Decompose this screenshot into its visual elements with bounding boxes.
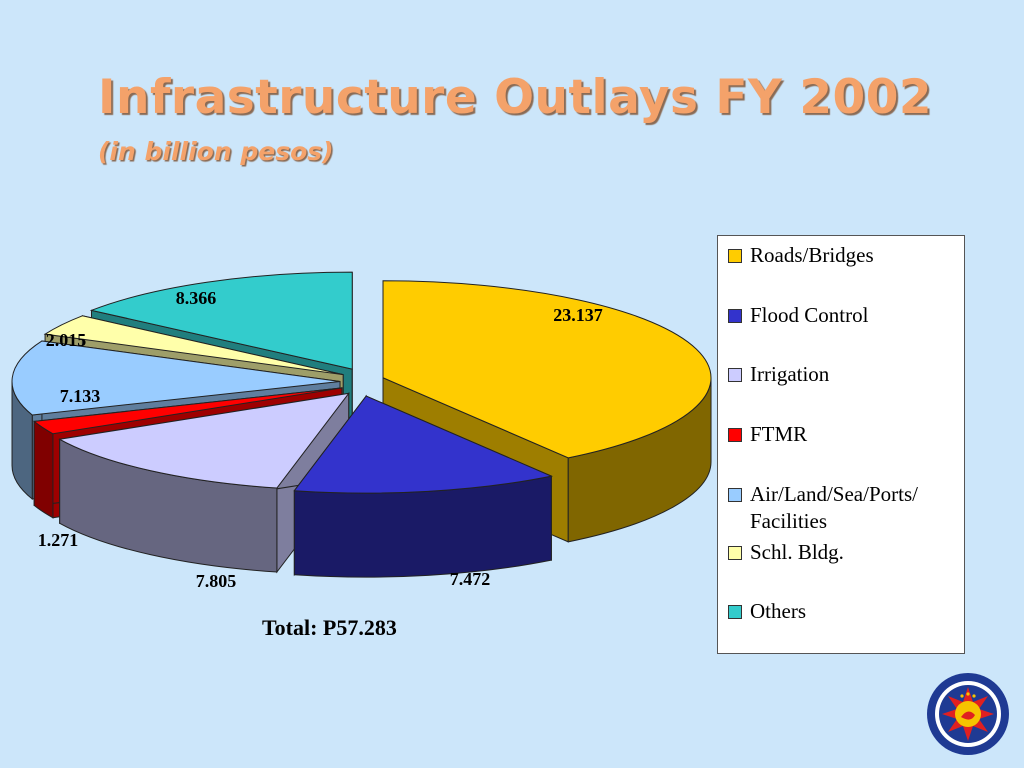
legend-label: Air/Land/Sea/Ports/	[750, 482, 918, 506]
legend-item-flood-control: Flood Control	[728, 302, 868, 329]
legend-label: Flood Control	[750, 303, 869, 327]
legend-label: Others	[750, 599, 806, 623]
legend-label: Irrigation	[750, 362, 830, 386]
pie-value-label: 1.271	[38, 530, 79, 550]
legend-swatch	[728, 546, 742, 560]
legend-label: Roads/Bridges	[750, 243, 874, 267]
pie-value-label: 7.133	[60, 386, 101, 406]
pie-slice-top	[43, 315, 344, 376]
pie-slice-top	[293, 395, 554, 494]
pie-slice-top	[32, 387, 343, 435]
pie-value-label: 8.366	[176, 288, 217, 308]
legend-swatch	[728, 428, 742, 442]
page-title: Infrastructure Outlays FY 2002	[98, 70, 933, 125]
pie-slice-top	[382, 280, 712, 459]
government-seal-icon	[927, 673, 1009, 755]
total-label: Total: P57.283	[262, 615, 397, 640]
legend-swatch	[728, 368, 742, 382]
page-subtitle: (in billion pesos)	[98, 137, 334, 166]
pie-value-label: 7.472	[450, 569, 491, 589]
legend-swatch	[728, 605, 742, 619]
legend-item-air-land-sea-ports: Air/Land/Sea/Ports/ Facilities	[728, 481, 918, 535]
legend-item-irrigation: Irrigation	[728, 361, 829, 388]
pie-slice-top	[89, 271, 353, 370]
legend-swatch	[728, 488, 742, 502]
pie-slice-top	[58, 392, 350, 489]
pie-slice	[293, 394, 554, 578]
pie-slice	[382, 280, 712, 543]
pie-value-label: 7.805	[196, 571, 237, 591]
legend-item-roads-bridges: Roads/Bridges	[728, 242, 874, 269]
pie-slice-top	[11, 340, 341, 416]
legend-label-line2: Facilities	[750, 509, 827, 533]
pie-value-label: 23.137	[553, 305, 603, 325]
legend-item-others: Others	[728, 598, 806, 625]
legend-label: Schl. Bldg.	[750, 540, 844, 564]
legend-swatch	[728, 249, 742, 263]
pie-slice-rim	[33, 420, 54, 519]
pie-value-label: 2.015	[46, 330, 87, 350]
legend-item-ftmr: FTMR	[728, 421, 807, 448]
legend-item-school-building: Schl. Bldg.	[728, 539, 844, 566]
legend-swatch	[728, 309, 742, 323]
legend-label: FTMR	[750, 422, 808, 446]
chart-legend: Roads/Bridges Flood Control Irrigation F…	[717, 235, 965, 654]
